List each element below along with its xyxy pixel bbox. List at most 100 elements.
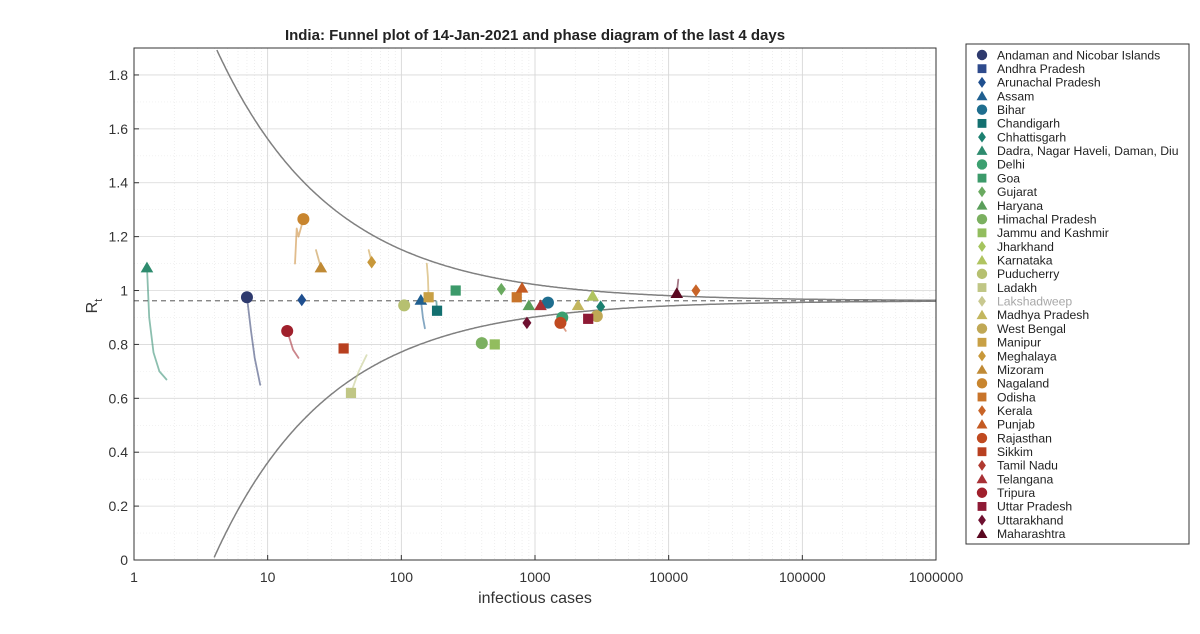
legend-item-delhi: Delhi: [976, 158, 1025, 172]
x-tick-label: 10: [260, 569, 276, 585]
legend-item-jharkhand: Jharkhand: [978, 240, 1054, 254]
legend-item-gujarat: Gujarat: [978, 185, 1038, 199]
legend-item-manipur: Manipur: [977, 336, 1041, 350]
marker-nagaland: [297, 213, 310, 226]
legend-label-uttar-pradesh: Uttar Pradesh: [997, 500, 1072, 514]
funnel-lower-curve: [213, 300, 936, 558]
legend-label-puducherry: Puducherry: [997, 267, 1060, 281]
x-tick-label: 1000: [519, 569, 550, 585]
legend-marker-chandigarh: [977, 118, 987, 128]
trail-tripura: [286, 330, 300, 359]
legend-marker-bihar: [976, 104, 988, 115]
marker-bihar: [541, 296, 554, 309]
y-tick-label: 0: [120, 552, 128, 568]
legend-item-arunachal-pradesh: Arunachal Pradesh: [978, 76, 1101, 90]
legend-item-tripura: Tripura: [976, 486, 1035, 500]
marker-ladakh: [345, 387, 357, 399]
trail-andaman-and-nicobar-islands: [246, 296, 262, 386]
legend-marker-himachal-pradesh: [976, 213, 988, 225]
legend-item-telangana: Telangana: [976, 472, 1053, 486]
y-tick-label: 0.4: [109, 444, 129, 460]
legend-label-lakshadweep: Lakshadweep: [997, 295, 1072, 309]
legend-marker-chhattisgarh: [978, 131, 986, 143]
marker-west-bengal: [590, 310, 603, 323]
legend-label-uttarakhand: Uttarakhand: [997, 513, 1063, 527]
legend-label-ladakh: Ladakh: [997, 281, 1037, 295]
marker-mizoram: [314, 261, 328, 273]
legend-label-bihar: Bihar: [997, 103, 1025, 117]
legend-item-karnataka: Karnataka: [976, 254, 1053, 268]
legend-item-meghalaya: Meghalaya: [978, 349, 1057, 363]
legend-item-sikkim: Sikkim: [977, 445, 1033, 459]
legend-label-maharashtra: Maharashtra: [997, 527, 1066, 541]
legend-label-kerala: Kerala: [997, 404, 1032, 418]
legend-label-meghalaya: Meghalaya: [997, 349, 1057, 363]
phase-trails: [146, 218, 680, 394]
funnel-curves: [134, 49, 937, 558]
legend-marker-punjab: [976, 419, 988, 429]
x-tick-label: 1: [130, 569, 138, 585]
legend-item-puducherry: Puducherry: [976, 267, 1060, 281]
legend-label-andhra-pradesh: Andhra Pradesh: [997, 62, 1085, 76]
legend-marker-jammu-and-kashmir: [977, 228, 987, 238]
legend-label-goa: Goa: [997, 171, 1020, 185]
marker-meghalaya: [367, 255, 377, 269]
marker-chandigarh: [431, 305, 443, 316]
marker-madhya-pradesh: [571, 299, 585, 311]
x-tick-label: 10000: [649, 569, 688, 585]
marker-tripura: [281, 324, 294, 337]
legend-label-tripura: Tripura: [997, 486, 1035, 500]
marker-rajasthan: [554, 316, 567, 329]
legend-label-haryana: Haryana: [997, 199, 1043, 213]
legend-marker-tamil-nadu: [978, 459, 986, 471]
legend-marker-telangana: [976, 473, 988, 484]
legend-label-arunachal-pradesh: Arunachal Pradesh: [997, 76, 1101, 90]
legend-item-mizoram: Mizoram: [976, 363, 1044, 377]
y-axis-label: Rt: [84, 299, 105, 314]
legend-label-rajasthan: Rajasthan: [997, 431, 1052, 445]
marker-goa: [450, 285, 461, 296]
axis-ticks: 1 10 100 1000 10000 100000 1000000 0 0.2 0.4 0.6 0.…: [109, 67, 964, 585]
chart-title: India: Funnel plot of 14-Jan-2021 and ph…: [285, 27, 785, 44]
y-tick-label: 1: [120, 283, 128, 299]
marker-maharashtra: [670, 287, 684, 299]
legend-item-jammu-and-kashmir: Jammu and Kashmir: [977, 226, 1109, 240]
legend-marker-tripura: [976, 487, 988, 498]
legend-item-punjab: Punjab: [976, 418, 1035, 432]
legend-item-uttar-pradesh: Uttar Pradesh: [977, 500, 1072, 514]
legend-marker-mizoram: [976, 364, 988, 374]
legend-label-madhya-pradesh: Madhya Pradesh: [997, 308, 1089, 322]
legend-label-andaman-and-nicobar-islands: Andaman and Nicobar Islands: [997, 48, 1160, 62]
legend-item-chandigarh: Chandigarh: [977, 117, 1060, 131]
legend-item-rajasthan: Rajasthan: [976, 431, 1052, 445]
y-tick-label: 1.6: [109, 121, 129, 137]
x-tick-label: 100: [390, 569, 414, 585]
trail-manipur: [425, 262, 430, 299]
legend-label-mizoram: Mizoram: [997, 363, 1044, 377]
legend-marker-uttar-pradesh: [977, 502, 987, 511]
legend-item-andaman-and-nicobar-islands: Andaman and Nicobar Islands: [976, 48, 1160, 62]
legend-marker-nagaland: [976, 378, 988, 389]
marker-telangana: [534, 299, 547, 311]
legend-marker-madhya-pradesh: [976, 309, 988, 320]
legend-marker-odisha: [977, 392, 987, 402]
legend-marker-assam: [976, 90, 988, 101]
legend-label-jammu-and-kashmir: Jammu and Kashmir: [997, 226, 1109, 240]
y-tick-label: 0.6: [109, 390, 129, 406]
marker-jammu-and-kashmir: [489, 339, 500, 350]
legend-marker-maharashtra: [976, 528, 988, 538]
legend-item-haryana: Haryana: [976, 199, 1043, 213]
legend-label-assam: Assam: [997, 89, 1034, 103]
y-tick-label: 0.8: [109, 336, 129, 352]
legend-item-uttarakhand: Uttarakhand: [978, 513, 1063, 527]
legend-item-ladakh: Ladakh: [977, 281, 1037, 295]
legend-item-nagaland: Nagaland: [976, 377, 1049, 391]
legend-label-delhi: Delhi: [997, 158, 1025, 172]
legend-label-sikkim: Sikkim: [997, 445, 1033, 459]
legend-box: [965, 43, 1190, 545]
y-axis-label-subscript: t: [93, 299, 105, 302]
legend-marker-karnataka: [976, 255, 988, 265]
y-tick-label: 0.2: [109, 498, 129, 514]
